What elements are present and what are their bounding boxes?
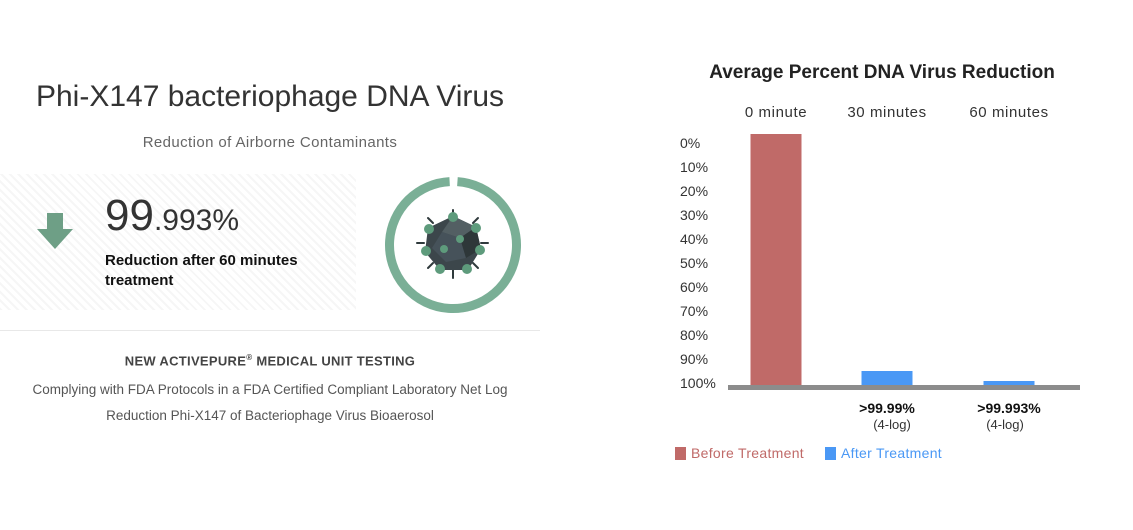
data-label-note: (4-log)	[873, 417, 911, 432]
left-panel: Phi-X147 bacteriophage DNA Virus Reducti…	[0, 0, 540, 530]
category-label-3: 60 minutes	[969, 104, 1048, 121]
page-title: Phi-X147 bacteriophage DNA Virus	[35, 80, 505, 113]
category-label-1: 0 minute	[745, 104, 807, 121]
y-tick-label: 70%	[680, 303, 708, 319]
y-tick-label: 80%	[680, 327, 708, 343]
description-line-1: Complying with FDA Protocols in a FDA Ce…	[32, 382, 508, 397]
y-tick-label: 30%	[680, 207, 708, 223]
registered-mark: ®	[246, 353, 253, 362]
virus-icon	[416, 209, 489, 279]
page-subtitle: Reduction of Airborne Contaminants	[142, 134, 398, 151]
section-divider	[0, 330, 540, 331]
reduction-percentage-decimal: .993%	[153, 204, 240, 237]
progress-ring-track	[385, 177, 521, 313]
legend-label-1: Before Treatment	[691, 445, 804, 461]
legend-swatch-2	[825, 447, 836, 460]
y-tick-label: 0%	[680, 135, 700, 151]
bar-after-2	[861, 371, 913, 386]
data-label-value: >99.993%	[977, 400, 1041, 416]
y-tick-label: 10%	[680, 159, 708, 175]
y-tick-label: 50%	[680, 255, 708, 271]
reduction-percentage: 99.993%	[105, 194, 239, 238]
section-description: Complying with FDA Protocols in a FDA Ce…	[0, 377, 540, 429]
bar-after-3	[983, 381, 1035, 386]
reduction-percentage-integer: 99	[105, 191, 154, 240]
data-label-value: >99.99%	[859, 400, 915, 416]
progress-ring	[380, 172, 526, 323]
down-arrow-icon	[35, 211, 75, 256]
legend-swatch-1	[675, 447, 686, 460]
legend-label-2: After Treatment	[841, 445, 942, 461]
bar-before-1	[750, 134, 802, 386]
data-label-note: (4-log)	[986, 417, 1024, 432]
y-tick-label: 60%	[680, 279, 708, 295]
chart-title: Average Percent DNA Virus Reduction	[709, 62, 1055, 83]
chart-baseline	[728, 385, 1080, 390]
reduction-caption: Reduction after 60 minutes treatment	[105, 252, 298, 289]
y-tick-label: 90%	[680, 351, 708, 367]
y-tick-label: 100%	[680, 375, 716, 391]
section-heading: NEW ACTIVEPURE® MEDICAL UNIT TESTING	[0, 353, 540, 368]
bar-chart: Average Percent DNA Virus Reduction 0 mi…	[675, 62, 1080, 461]
y-tick-label: 20%	[680, 183, 708, 199]
y-tick-label: 40%	[680, 231, 708, 247]
section-heading-suffix: MEDICAL UNIT TESTING	[252, 353, 416, 369]
description-line-2: Reduction Phi-X147 of Bacteriophage Viru…	[106, 408, 434, 423]
category-label-2: 30 minutes	[847, 104, 926, 121]
section-heading-text: NEW ACTIVEPURE	[124, 353, 247, 369]
